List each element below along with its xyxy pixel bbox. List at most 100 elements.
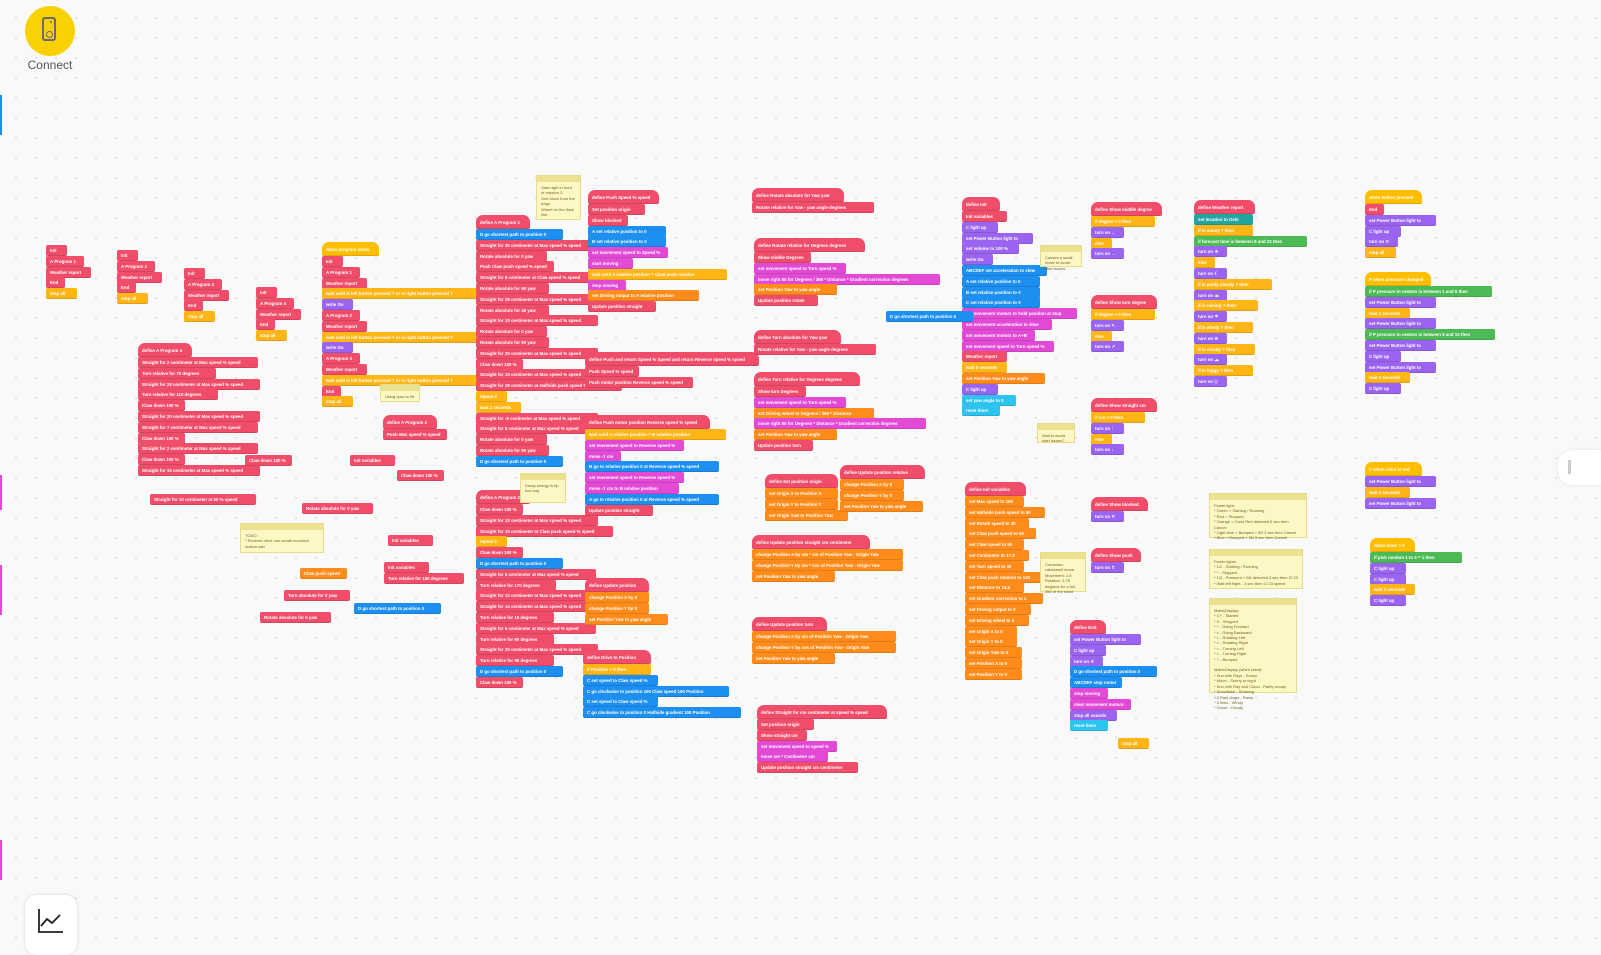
code-block[interactable]: set Claw push rotation to 120: [965, 571, 1045, 583]
comment-text[interactable]: Power light: * Green = Starting / Runnin…: [1214, 503, 1297, 541]
code-block[interactable]: End: [1365, 204, 1384, 215]
code-block[interactable]: Set position origin: [588, 204, 645, 215]
code-block[interactable]: set volume to 100 %: [962, 243, 1019, 255]
code-block[interactable]: set Position Yaw to yaw angle: [752, 652, 835, 664]
code-block[interactable]: C set relative position to 0: [962, 297, 1040, 309]
code-comment[interactable]: Causes a small move to avoid start issue…: [1040, 245, 1082, 271]
code-block[interactable]: if P pressure in newton is between 5 and…: [1365, 329, 1495, 341]
code-block[interactable]: Push Claw push speed % speed: [476, 261, 554, 273]
code-block[interactable]: change Position Y by cm * cos of Positio…: [752, 559, 903, 571]
code-block[interactable]: Init: [46, 245, 67, 256]
code-comment[interactable]: TODO: * Reverse drive can create incorre…: [240, 523, 324, 553]
comment-header[interactable]: [1041, 553, 1085, 559]
code-block[interactable]: Weather report: [322, 320, 367, 332]
comment-text[interactable]: Causes a small move to avoid start issue…: [1045, 255, 1073, 271]
code-block[interactable]: set Power Button light to: [962, 232, 1033, 244]
code-block[interactable]: set Power Button light to: [1365, 340, 1436, 351]
code-block[interactable]: else: [1091, 330, 1112, 342]
code-block[interactable]: reset timer: [962, 405, 1000, 417]
code-block[interactable]: Straight for 20 centimeter at Max speed …: [476, 644, 598, 656]
code-block[interactable]: Push Speed % speed: [585, 366, 639, 377]
code-block[interactable]: change Position Y by cos of Position Yaw…: [752, 641, 896, 653]
hat-block[interactable]: define Weather report: [1194, 200, 1255, 214]
comment-header[interactable]: [1210, 550, 1302, 556]
hat-block[interactable]: define Drive to Position: [583, 650, 651, 664]
code-block[interactable]: move -1 cm: [585, 450, 621, 462]
code-block[interactable]: set Power Button light to: [1365, 214, 1436, 226]
code-block[interactable]: Straight for 12 centimeter at Max speed …: [476, 514, 598, 526]
hat-block[interactable]: C when color is red: [1365, 462, 1422, 476]
code-block[interactable]: set Position Yaw to yaw angle: [962, 373, 1045, 384]
code-block[interactable]: set movement speed to Turn speed %: [962, 340, 1054, 352]
code-block[interactable]: Show straight cm: [757, 729, 807, 741]
code-block[interactable]: stop all: [46, 288, 77, 300]
code-block[interactable]: Claw down 100 %: [476, 504, 523, 515]
code-block[interactable]: Rotate absolute for 0 yaw: [260, 612, 331, 623]
code-block[interactable]: Claw down 100 %: [138, 432, 185, 444]
code-block[interactable]: turn on ↓: [1091, 444, 1124, 456]
code-block[interactable]: Straight for 28 centimeter at Max speed …: [476, 293, 598, 305]
code-block[interactable]: B set relative position to 0: [588, 236, 666, 248]
code-block[interactable]: stop all: [117, 293, 148, 305]
code-block[interactable]: write Go: [962, 254, 993, 266]
code-block[interactable]: Turn relative for 70 degrees: [138, 367, 216, 379]
code-block[interactable]: set Driving output to 0: [965, 604, 1031, 615]
hat-block[interactable]: define Push and return Speed % Speed and…: [585, 352, 759, 366]
code-block[interactable]: set movement speed to Speed %: [588, 247, 668, 259]
code-block[interactable]: Rotate absolute for 45 yaw: [476, 304, 549, 316]
code-block[interactable]: Straight for 28 centimeter at Max speed …: [138, 378, 260, 390]
code-block[interactable]: set Position X to 0: [965, 658, 1022, 669]
comment-text[interactable]: Start right in front of mission 3. One b…: [541, 185, 575, 218]
code-block[interactable]: move cm * Centimetre cm: [757, 751, 828, 763]
code-block[interactable]: A Program 2: [322, 310, 360, 321]
code-block[interactable]: Rotate absolute for 0 yaw: [302, 503, 373, 514]
code-block[interactable]: if is foggy ? then: [1194, 365, 1253, 377]
code-block[interactable]: Claw down 100 %: [138, 454, 185, 466]
code-block[interactable]: A Program 4: [256, 297, 294, 309]
code-block[interactable]: Init: [117, 250, 138, 261]
code-block[interactable]: Straight for 8 centimeter at Claw speed …: [476, 272, 598, 284]
code-block[interactable]: A set relative position to 0: [588, 225, 666, 237]
code-block[interactable]: set Power Button light to: [1365, 497, 1436, 509]
code-block[interactable]: if degree > 0 then: [1091, 216, 1155, 227]
code-block[interactable]: A Program 2: [117, 260, 155, 272]
code-block[interactable]: set Max speed to 100: [965, 496, 1024, 507]
code-block[interactable]: Show blocked: [588, 214, 628, 226]
panel-collapse-handle[interactable]: [1558, 450, 1601, 485]
hat-block[interactable]: define Rotate absolute for Yaw yaw: [752, 188, 844, 202]
code-block[interactable]: set Origin Y to 0: [965, 636, 1017, 648]
code-block[interactable]: Straight for 10 centimeter at Max speed …: [476, 369, 598, 381]
code-block[interactable]: turn on →: [1091, 248, 1124, 260]
code-block[interactable]: Rotate absolute for 90 yaw: [476, 283, 549, 294]
code-block[interactable]: C go clockwise to position 100 Claw spee…: [583, 685, 729, 697]
hat-block[interactable]: define Set position origin: [765, 474, 838, 488]
code-block[interactable]: set Power Button light to: [1365, 296, 1436, 308]
code-block[interactable]: C set speed to Claw speed %: [583, 674, 658, 686]
code-block[interactable]: Init variables: [388, 535, 433, 546]
code-block[interactable]: Update position straight cm centimeter: [757, 762, 858, 774]
code-block[interactable]: Straight for 20 centimeter at Max speed …: [476, 347, 598, 359]
code-block[interactable]: turn on ☂: [1194, 311, 1227, 323]
code-comment[interactable]: Power lights: * 1/2 - Starting / Running…: [1209, 549, 1303, 589]
comment-text[interactable]: Power lights: * 1/2 - Starting / Running…: [1214, 559, 1298, 586]
code-block[interactable]: C light up: [1370, 562, 1406, 574]
code-block[interactable]: Weather report: [322, 364, 367, 375]
code-block[interactable]: set Origin X to 0: [965, 625, 1017, 637]
code-block[interactable]: Straight for 20 centimeter at Max speed …: [138, 411, 260, 422]
hat-block[interactable]: define Init variables: [965, 482, 1026, 496]
comment-header[interactable]: [537, 176, 580, 182]
code-block[interactable]: Init: [256, 287, 277, 298]
hat-block[interactable]: define Update position: [585, 578, 649, 592]
code-block[interactable]: Update position rotate: [754, 295, 818, 307]
code-block[interactable]: set Position Y to 0: [965, 668, 1022, 680]
hat-block[interactable]: define Show middle degree: [1091, 202, 1162, 216]
comment-header[interactable]: [1210, 599, 1296, 605]
code-block[interactable]: set movement speed to Turn speed %: [754, 396, 846, 408]
code-block[interactable]: Update position straight: [588, 301, 656, 313]
code-block[interactable]: Push motor position Reverse speed % spee…: [585, 376, 693, 388]
code-block[interactable]: set Driving output to A relative positio…: [588, 290, 699, 302]
code-block[interactable]: stop all: [1365, 247, 1396, 259]
code-block[interactable]: clear movement motors: [1070, 698, 1131, 710]
code-block[interactable]: set Driving wheel to Degrees / 360 * Dis…: [754, 407, 874, 419]
code-block[interactable]: start moving ↑: [588, 258, 633, 269]
